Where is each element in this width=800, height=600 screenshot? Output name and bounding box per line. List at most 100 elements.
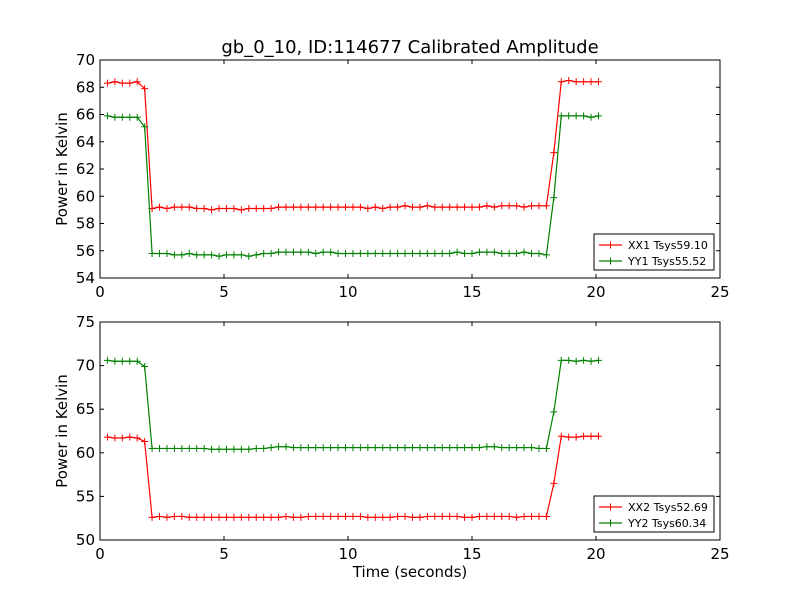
bottom-series-1-point: [156, 512, 164, 520]
top-series-1-point: [103, 79, 111, 87]
bottom-series-1-point: [520, 512, 528, 520]
top-series-2-point: [193, 251, 201, 259]
bottom-series-1-point: [438, 512, 446, 520]
top-series-1-point: [126, 79, 134, 87]
top-series-1-point: [275, 203, 283, 211]
top-series-1-point: [535, 202, 543, 210]
top-series-1-point: [498, 202, 506, 210]
top-x-tick-label: 20: [586, 283, 605, 301]
top-series-1-point: [111, 78, 119, 86]
top-series-2-point: [587, 113, 595, 121]
top-series-2-point: [163, 249, 171, 257]
top-series-2-point: [379, 249, 387, 257]
top-series-1-point: [200, 205, 208, 213]
bottom-series-2-point: [163, 444, 171, 452]
top-series-1-point: [163, 205, 171, 213]
bottom-series-1-point: [118, 434, 126, 442]
bottom-series-1-point: [304, 512, 312, 520]
bottom-series-1-point: [379, 513, 387, 521]
top-series-1-point: [550, 149, 558, 157]
top-series-2-point: [356, 249, 364, 257]
bottom-y-axis-label: Power in Kelvin: [53, 374, 71, 488]
top-series-2-point: [148, 249, 156, 257]
bottom-series-1-point: [394, 512, 402, 520]
bottom-series-2-point: [103, 356, 111, 364]
bottom-series-1-point: [580, 432, 588, 440]
bottom-series-2-point: [408, 444, 416, 452]
bottom-series-2-point: [386, 444, 394, 452]
top-series-2-point: [490, 248, 498, 256]
top-series-2-point: [364, 249, 372, 257]
bottom-series-1-point: [542, 512, 550, 520]
top-series-2-point: [133, 113, 141, 121]
bottom-series-1-point: [446, 512, 454, 520]
top-series-2-point: [468, 249, 476, 257]
bottom-series-1-point: [222, 513, 230, 521]
top-series-2-point: [572, 112, 580, 120]
bottom-series-2-point: [416, 444, 424, 452]
top-series-1-point: [505, 202, 513, 210]
top-x-tick-label: 5: [219, 283, 229, 301]
bottom-series-1-point: [275, 513, 283, 521]
bottom-series-2-point: [141, 362, 149, 370]
top-series-2-point: [222, 251, 230, 259]
bottom-series-2-point: [126, 357, 134, 365]
top-series-1-point: [468, 203, 476, 211]
top-series-1-point: [289, 203, 297, 211]
top-series-2-point: [349, 249, 357, 257]
top-series-2-point: [386, 249, 394, 257]
bottom-series-2-point: [431, 444, 439, 452]
top-x-tick-label: 0: [95, 283, 105, 301]
bottom-series-1-point: [468, 513, 476, 521]
bottom-x-tick-label: 10: [338, 545, 357, 563]
top-subplot: 0 5 10 15 20 25 54 56 58 60 62 64 66 68 70 Power in Kel…: [53, 51, 730, 301]
top-series-1-point: [178, 203, 186, 211]
bottom-series-2-point: [289, 444, 297, 452]
bottom-series-2-point: [364, 444, 372, 452]
top-series-1-point: [185, 203, 193, 211]
bottom-series-2-point: [542, 444, 550, 452]
top-series-2-point: [118, 113, 126, 121]
top-series-1-point: [394, 203, 402, 211]
bottom-series-2-point: [275, 443, 283, 451]
top-y-tick-label: 66: [76, 106, 95, 124]
top-series-2-point: [185, 249, 193, 257]
top-series-2-point: [304, 248, 312, 256]
bottom-series-2-point: [312, 444, 320, 452]
bottom-series-2-point: [334, 444, 342, 452]
bottom-series-1-point: [475, 512, 483, 520]
bottom-series-1-point: [535, 512, 543, 520]
bottom-x-tick-label: 20: [586, 545, 605, 563]
bottom-series-2-point: [252, 444, 260, 452]
top-series-1-point: [267, 205, 275, 213]
top-legend-marker-1: [607, 241, 614, 249]
bottom-series-1-point: [461, 513, 469, 521]
bottom-series-2-point: [461, 444, 469, 452]
bottom-y-tick-label: 75: [76, 313, 95, 331]
top-x-tick-label: 25: [710, 283, 729, 301]
top-series-2-point: [528, 249, 536, 257]
top-x-tick-label: 10: [338, 283, 357, 301]
top-series-1-point: [475, 203, 483, 211]
bottom-series-1-point: [126, 433, 134, 441]
top-series-1-point: [312, 203, 320, 211]
top-legend-marker-2: [607, 257, 614, 265]
bottom-series-1-point: [572, 433, 580, 441]
top-series-1-point: [580, 78, 588, 86]
bottom-y-tick-label: 65: [76, 400, 95, 418]
top-series-1-point: [252, 205, 260, 213]
top-series-2-point: [126, 113, 134, 121]
bottom-series-2-point: [505, 444, 513, 452]
top-series-1-point: [594, 78, 602, 86]
bottom-series-2-point: [260, 444, 268, 452]
top-series-2-point: [513, 249, 521, 257]
bottom-series-2-point: [170, 444, 178, 452]
top-series-1-point: [520, 203, 528, 211]
top-legend-label-1: XX1 Tsys59.10: [628, 239, 708, 252]
top-y-tick-label: 60: [76, 187, 95, 205]
bottom-series-2-point: [475, 444, 483, 452]
bottom-series-1-point: [453, 512, 461, 520]
top-series-1-point: [260, 205, 268, 213]
top-series-1-point: [461, 203, 469, 211]
top-series-1-point: [193, 205, 201, 213]
